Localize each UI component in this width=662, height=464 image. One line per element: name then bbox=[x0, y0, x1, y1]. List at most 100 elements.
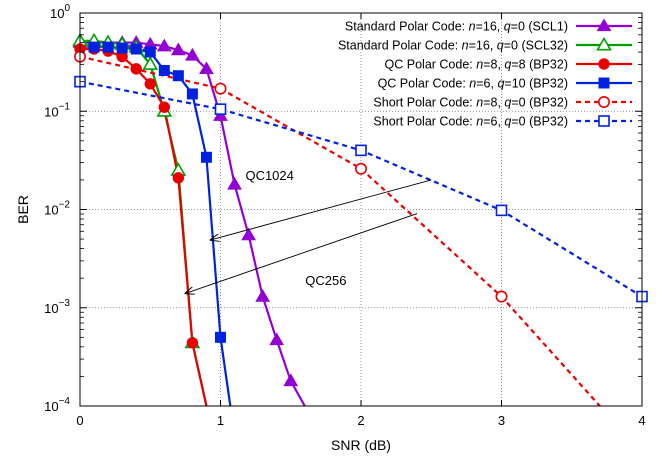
legend-label-part: q bbox=[504, 20, 511, 34]
y-tick-mantissa: 10 bbox=[44, 399, 58, 414]
y-tick-label: 10−4 bbox=[44, 396, 70, 414]
data-point-s3 bbox=[172, 172, 185, 184]
legend-label-part: =0 (SCL32) bbox=[504, 39, 568, 53]
legend-label-part: n bbox=[476, 115, 483, 129]
x-tick-label: 1 bbox=[217, 413, 224, 428]
series-markers bbox=[72, 32, 648, 387]
data-point-s4 bbox=[186, 88, 198, 100]
legend-label: Short Polar Code: n=6, q=0 (BP32) bbox=[373, 115, 568, 129]
y-tick-exponent: −2 bbox=[59, 200, 71, 211]
legend-swatch-marker bbox=[596, 36, 612, 51]
y-tick-label: 100 bbox=[50, 3, 70, 21]
legend-label: Standard Polar Code: n=16, q=0 (SCL32) bbox=[338, 39, 568, 53]
legend-label: QC Polar Code: n=8, q=8 (BP32) bbox=[385, 58, 568, 72]
legend-label: QC Polar Code: n=6, q=10 (BP32) bbox=[378, 77, 568, 91]
legend-label-part: q bbox=[504, 115, 511, 129]
data-point-s6 bbox=[214, 103, 227, 115]
legend-label-part: q bbox=[504, 58, 511, 72]
x-tick-label: 4 bbox=[638, 413, 645, 428]
legend-swatch-marker bbox=[597, 96, 610, 109]
data-point-s3 bbox=[186, 337, 199, 349]
legend-label-part: Short Polar Code: bbox=[373, 115, 476, 129]
data-point-s3 bbox=[130, 63, 142, 75]
legend-label-part: n bbox=[469, 20, 476, 34]
legend-label-part: =0 (SCL1) bbox=[511, 20, 568, 34]
y-tick-exponent: −3 bbox=[59, 298, 71, 309]
data-point-s3 bbox=[144, 78, 156, 90]
legend-label-part: =8, bbox=[483, 58, 504, 72]
data-point-s1 bbox=[199, 61, 214, 75]
data-point-s1 bbox=[185, 47, 200, 61]
data-point-s1 bbox=[283, 373, 299, 387]
y-tick-mantissa: 10 bbox=[50, 6, 64, 21]
data-point-s1 bbox=[156, 38, 172, 52]
y-tick-exponent: 0 bbox=[64, 3, 70, 14]
legend-label-part: Standard Polar Code: bbox=[338, 39, 462, 53]
legend-swatch-marker bbox=[598, 58, 610, 70]
legend-label-part: Short Polar Code: bbox=[373, 96, 476, 110]
legend-label-part: =8, bbox=[483, 96, 504, 110]
legend-label: Standard Polar Code: n=16, q=0 (SCL1) bbox=[345, 20, 568, 34]
data-point-s4 bbox=[130, 43, 142, 55]
x-tick-label: 0 bbox=[76, 413, 83, 428]
legend-swatch-marker bbox=[596, 18, 612, 32]
legend-label: Short Polar Code: n=8, q=0 (BP32) bbox=[373, 96, 568, 110]
y-tick-mantissa: 10 bbox=[44, 301, 58, 316]
data-point-s5 bbox=[354, 162, 367, 175]
x-tick-label: 3 bbox=[498, 413, 505, 428]
y-tick-exponent: −4 bbox=[59, 396, 71, 407]
x-axis-label: SNR (dB) bbox=[331, 437, 391, 453]
data-point-s1 bbox=[255, 289, 271, 302]
y-tick-label: 10−1 bbox=[44, 101, 70, 119]
data-point-s4 bbox=[116, 42, 128, 54]
legend-label-part: q bbox=[497, 39, 504, 53]
legend-label-part: =0 (BP32) bbox=[511, 115, 568, 129]
data-point-s4 bbox=[215, 331, 226, 343]
legend-label-part: =10 (BP32) bbox=[504, 77, 568, 91]
data-point-s4 bbox=[172, 70, 184, 82]
annotation-arrow bbox=[211, 179, 432, 240]
series-line-3 bbox=[80, 47, 208, 406]
legend-label-part: n bbox=[462, 39, 469, 53]
legend-label-part: n bbox=[476, 96, 483, 110]
data-point-s5 bbox=[214, 82, 227, 95]
data-point-s4 bbox=[102, 41, 114, 53]
data-point-s4 bbox=[144, 46, 156, 58]
y-tick-label: 10−3 bbox=[44, 298, 70, 316]
y-tick-mantissa: 10 bbox=[44, 203, 58, 218]
series-line-5 bbox=[80, 55, 601, 406]
legend-swatch-marker bbox=[598, 115, 610, 127]
annotation-arrow bbox=[185, 213, 418, 294]
legend-label-part: =6, bbox=[483, 115, 504, 129]
data-point-s1 bbox=[241, 227, 256, 241]
legend-label-part: n bbox=[476, 58, 483, 72]
legend-label-part: q bbox=[504, 96, 511, 110]
data-point-s2 bbox=[142, 56, 159, 70]
legend-label-part: q bbox=[497, 77, 504, 91]
legend-swatch-marker bbox=[598, 77, 610, 89]
data-point-s3 bbox=[158, 101, 171, 113]
annotations: QC1024 QC256 bbox=[185, 168, 432, 294]
legend-label-part: =16, bbox=[476, 20, 504, 34]
legend-label-part: Standard Polar Code: bbox=[345, 20, 469, 34]
data-point-s1 bbox=[269, 332, 285, 346]
data-point-s5 bbox=[495, 290, 508, 303]
y-tick-exponent: −1 bbox=[59, 101, 71, 112]
legend-label-part: QC Polar Code: bbox=[378, 77, 470, 91]
data-point-s4 bbox=[88, 41, 100, 53]
legend-label-part: =0 (BP32) bbox=[511, 96, 568, 110]
x-tick-label: 2 bbox=[357, 413, 364, 428]
data-point-s1 bbox=[227, 176, 242, 190]
data-point-s4 bbox=[158, 64, 170, 76]
y-tick-mantissa: 10 bbox=[44, 104, 58, 119]
y-tick-label: 10−2 bbox=[44, 200, 70, 218]
annotation-label: QC1024 bbox=[245, 168, 293, 183]
legend-label-part: QC Polar Code: bbox=[385, 58, 477, 72]
legend-label-part: =6, bbox=[476, 77, 497, 91]
legend-label-part: n bbox=[469, 77, 476, 91]
legend: Standard Polar Code: n=16, q=0 (SCL1)Sta… bbox=[338, 18, 632, 129]
annotation-label: QC256 bbox=[305, 273, 346, 288]
legend-label-part: =8 (BP32) bbox=[511, 58, 568, 72]
